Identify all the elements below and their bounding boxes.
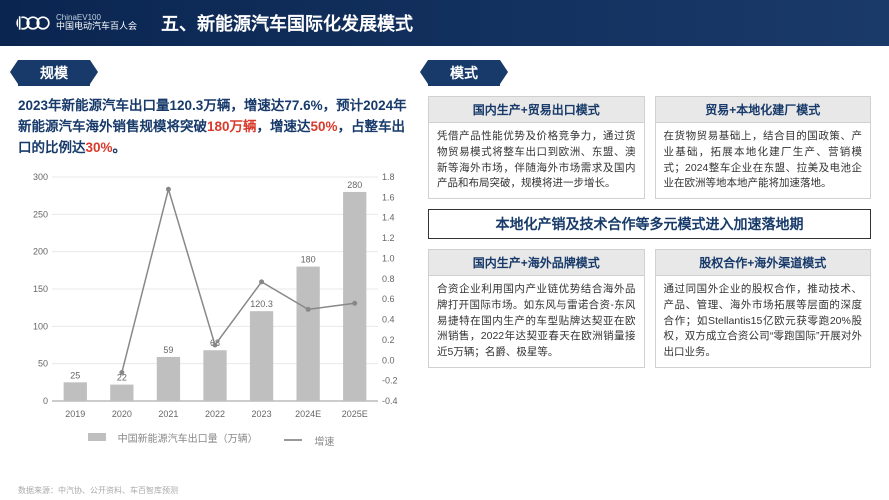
svg-text:59: 59	[163, 345, 173, 355]
logo: ChinaEV100 中国电动汽车百人会	[16, 13, 137, 33]
mode-card: 国内生产+贸易出口模式凭借产品性能优势及价格竞争力，通过货物贸易模式将整车出口到…	[428, 96, 645, 199]
card-head: 国内生产+海外品牌模式	[429, 250, 644, 276]
svg-text:0: 0	[43, 396, 48, 406]
svg-text:1.2: 1.2	[382, 233, 395, 243]
svg-text:0.0: 0.0	[382, 355, 395, 365]
svg-text:50: 50	[38, 358, 48, 368]
card-body: 通过同国外企业的股权合作，推动技术、产品、管理、海外市场拓展等层面的深度合作；如…	[656, 276, 871, 367]
section-tag-scale: 规模	[18, 60, 90, 86]
svg-text:2020: 2020	[112, 409, 132, 419]
svg-text:150: 150	[33, 284, 48, 294]
svg-text:1.6: 1.6	[382, 192, 395, 202]
svg-text:2025E: 2025E	[342, 409, 368, 419]
svg-text:280: 280	[347, 180, 362, 190]
svg-text:25: 25	[70, 370, 80, 380]
card-head: 国内生产+贸易出口模式	[429, 97, 644, 123]
svg-text:-0.4: -0.4	[382, 396, 398, 406]
svg-text:2024E: 2024E	[295, 409, 321, 419]
svg-text:1.8: 1.8	[382, 172, 395, 182]
svg-text:250: 250	[33, 209, 48, 219]
svg-text:200: 200	[33, 246, 48, 256]
legend-line-label: 增速	[314, 433, 334, 448]
card-body: 凭借产品性能优势及价格竞争力，通过货物贸易模式将整车出口到欧洲、东盟、澳新等海外…	[429, 123, 644, 198]
svg-text:0.6: 0.6	[382, 294, 395, 304]
cards-bottom: 国内生产+海外品牌模式合资企业利用国内产业链优势结合海外品牌打开国际市场。如东风…	[428, 249, 871, 368]
footer-source: 数据来源：中汽协、公开资料、车百智库预测	[18, 485, 178, 496]
mode-card: 国内生产+海外品牌模式合资企业利用国内产业链优势结合海外品牌打开国际市场。如东风…	[428, 249, 645, 368]
svg-text:0.4: 0.4	[382, 314, 395, 324]
svg-text:0.8: 0.8	[382, 274, 395, 284]
svg-text:180: 180	[301, 254, 316, 264]
legend-bar-label: 中国新能源汽车出口量（万辆）	[118, 430, 258, 445]
svg-text:2021: 2021	[158, 409, 178, 419]
export-chart: 0 50 100 150 200 250 300 -0.4 -0.2 0.0 0.2 0.4 0.6 0.…	[18, 167, 412, 445]
card-body: 在货物贸易基础上，结合目的国政策、产业基础，拓展本地化建厂生产、营销模式；202…	[656, 123, 871, 198]
svg-text:1.0: 1.0	[382, 253, 395, 263]
page-title: 五、新能源汽车国际化发展模式	[161, 10, 413, 36]
logo-text-cn: 中国电动汽车百人会	[56, 22, 137, 32]
svg-text:120.3: 120.3	[250, 299, 273, 309]
card-head: 股权合作+海外渠道模式	[656, 250, 871, 276]
mode-card: 股权合作+海外渠道模式通过同国外企业的股权合作，推动技术、产品、管理、海外市场拓…	[655, 249, 872, 368]
cards-top: 国内生产+贸易出口模式凭借产品性能优势及价格竞争力，通过货物贸易模式将整车出口到…	[428, 96, 871, 199]
header-bar: ChinaEV100 中国电动汽车百人会 五、新能源汽车国际化发展模式	[0, 0, 889, 46]
svg-text:300: 300	[33, 172, 48, 182]
card-body: 合资企业利用国内产业链优势结合海外品牌打开国际市场。如东风与雷诺合资-东风易捷特…	[429, 276, 644, 367]
section-tag-mode: 模式	[428, 60, 500, 86]
svg-text:2023: 2023	[252, 409, 272, 419]
mode-card: 贸易+本地化建厂模式在货物贸易基础上，结合目的国政策、产业基础，拓展本地化建厂生…	[655, 96, 872, 199]
svg-text:100: 100	[33, 321, 48, 331]
svg-text:0.2: 0.2	[382, 335, 395, 345]
svg-text:2019: 2019	[65, 409, 85, 419]
svg-text:2022: 2022	[205, 409, 225, 419]
svg-text:1.4: 1.4	[382, 212, 395, 222]
chart-legend: 中国新能源汽车出口量（万辆） 增速	[18, 430, 412, 448]
logo-icon	[16, 13, 50, 33]
card-head: 贸易+本地化建厂模式	[656, 97, 871, 123]
banner-text: 本地化产销及技术合作等多元模式进入加速落地期	[428, 209, 871, 239]
summary-text: 2023年新能源汽车出口量120.3万辆，增速达77.6%，预计2024年新能源…	[18, 96, 412, 159]
svg-text:-0.2: -0.2	[382, 375, 398, 385]
